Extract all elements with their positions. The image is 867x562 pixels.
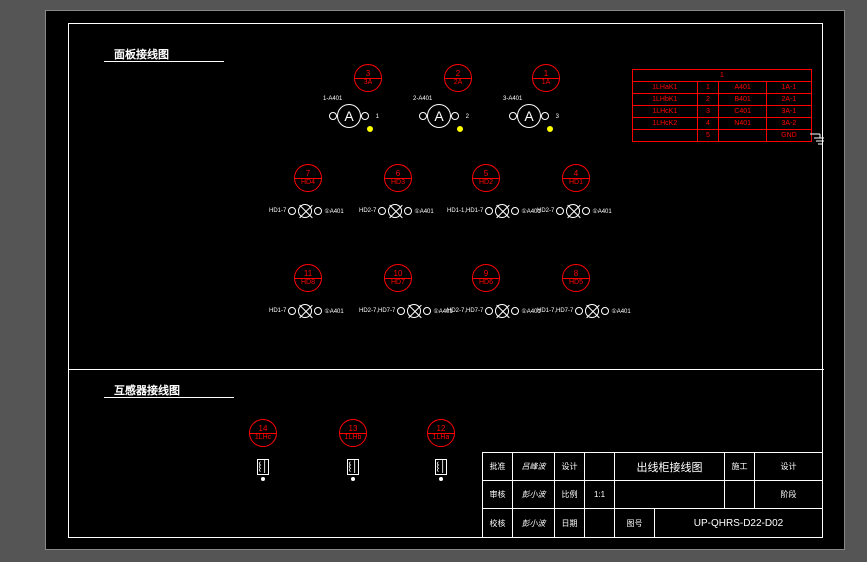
legend-row: 1LHbK12B4012A-1 — [633, 94, 812, 106]
tb-check-sig: 彭小波 — [513, 509, 555, 537]
tb-phase-lbl: 阶段 — [755, 481, 822, 508]
tb-design-lbl: 设计 — [555, 453, 585, 480]
indicator-lamp: HD1-7 ①A401 — [269, 204, 344, 218]
legend-header: 1 — [633, 70, 812, 82]
divider-1 — [104, 61, 224, 62]
tb-blank1 — [615, 481, 725, 508]
legend-row: 5GND — [633, 130, 812, 142]
terminal-HD8: 11HD8 — [294, 264, 322, 292]
terminal-1LHb: 131LHb — [339, 419, 367, 447]
tb-review-lbl: 审核 — [483, 481, 513, 508]
tb-design-val — [585, 453, 615, 480]
tb-title: 出线柜接线图 — [615, 453, 725, 480]
tb-date-lbl: 日期 — [555, 509, 585, 537]
terminal-HD1: 4HD1 — [562, 164, 590, 192]
terminal-HD3: 6HD3 — [384, 164, 412, 192]
terminal-legend-table: 1 1LHaK11A4011A-11LHbK12B4012A-11LHcK13C… — [632, 69, 812, 142]
legend-row: 1LHcK24N4013A-2 — [633, 118, 812, 130]
tb-date-val — [585, 509, 615, 537]
indicator-lamp: HD2-7 ①A401 — [537, 204, 612, 218]
terminal-1LHc: 141LHc — [249, 419, 277, 447]
ct-symbol — [433, 459, 449, 481]
ground-icon — [810, 132, 824, 153]
section2-title: 互感器接线图 — [114, 382, 180, 398]
terminal-HD7: 10HD7 — [384, 264, 412, 292]
legend-row: 1LHaK11A4011A-1 — [633, 82, 812, 94]
indicator-lamp: HD1-1,HD1-7 ①A401 — [447, 204, 541, 218]
cad-canvas: 面板接线图 33A 22A 11A 1-A401 A 1 2-A401 A 2 … — [45, 10, 845, 550]
tb-dwgno-val: UP-QHRS-D22-D02 — [655, 509, 822, 537]
tb-dwgno-lbl: 图号 — [615, 509, 655, 537]
section1-title: 面板接线图 — [114, 46, 169, 62]
divider-2 — [104, 397, 234, 398]
indicator-lamp: HD1-7,HD7-7 ①A401 — [537, 304, 631, 318]
ammeter-1: 1-A401 A 1 — [329, 104, 369, 128]
terminal-1A: 11A — [532, 64, 560, 92]
tb-approve-lbl: 批准 — [483, 453, 513, 480]
ct-symbol — [255, 459, 271, 481]
ammeter-3: 3-A401 A 3 — [509, 104, 549, 128]
terminal-2A: 22A — [444, 64, 472, 92]
tb-constr-lbl: 施工 — [725, 453, 755, 480]
tb-scale-val: 1:1 — [585, 481, 615, 508]
ct-symbol — [345, 459, 361, 481]
tb-review-sig: 彭小波 — [513, 481, 555, 508]
legend-row: 1LHcK13C4013A-1 — [633, 106, 812, 118]
terminal-3A: 33A — [354, 64, 382, 92]
title-block: 批准 吕峰波 设计 出线柜接线图 施工 设计 审核 彭小波 比例 1:1 阶段 … — [482, 452, 822, 537]
section-divider — [69, 369, 824, 370]
tb-blank2 — [725, 481, 755, 508]
tb-approve-sig: 吕峰波 — [513, 453, 555, 480]
indicator-lamp: HD2-7,HD7-7 ①A401 — [359, 304, 453, 318]
terminal-HD4: 7HD4 — [294, 164, 322, 192]
indicator-lamp: HD2-7,HD7-7 ①A401 — [447, 304, 541, 318]
tb-check-lbl: 校核 — [483, 509, 513, 537]
tb-scale-lbl: 比例 — [555, 481, 585, 508]
terminal-1LHa: 121LHa — [427, 419, 455, 447]
ammeter-2: 2-A401 A 2 — [419, 104, 459, 128]
terminal-HD6: 9HD6 — [472, 264, 500, 292]
terminal-HD5: 8HD5 — [562, 264, 590, 292]
terminal-HD2: 5HD2 — [472, 164, 500, 192]
drawing-border: 面板接线图 33A 22A 11A 1-A401 A 1 2-A401 A 2 … — [68, 23, 823, 538]
indicator-lamp: HD1-7 ①A401 — [269, 304, 344, 318]
tb-design2-lbl: 设计 — [755, 453, 822, 480]
indicator-lamp: HD2-7 ①A401 — [359, 204, 434, 218]
